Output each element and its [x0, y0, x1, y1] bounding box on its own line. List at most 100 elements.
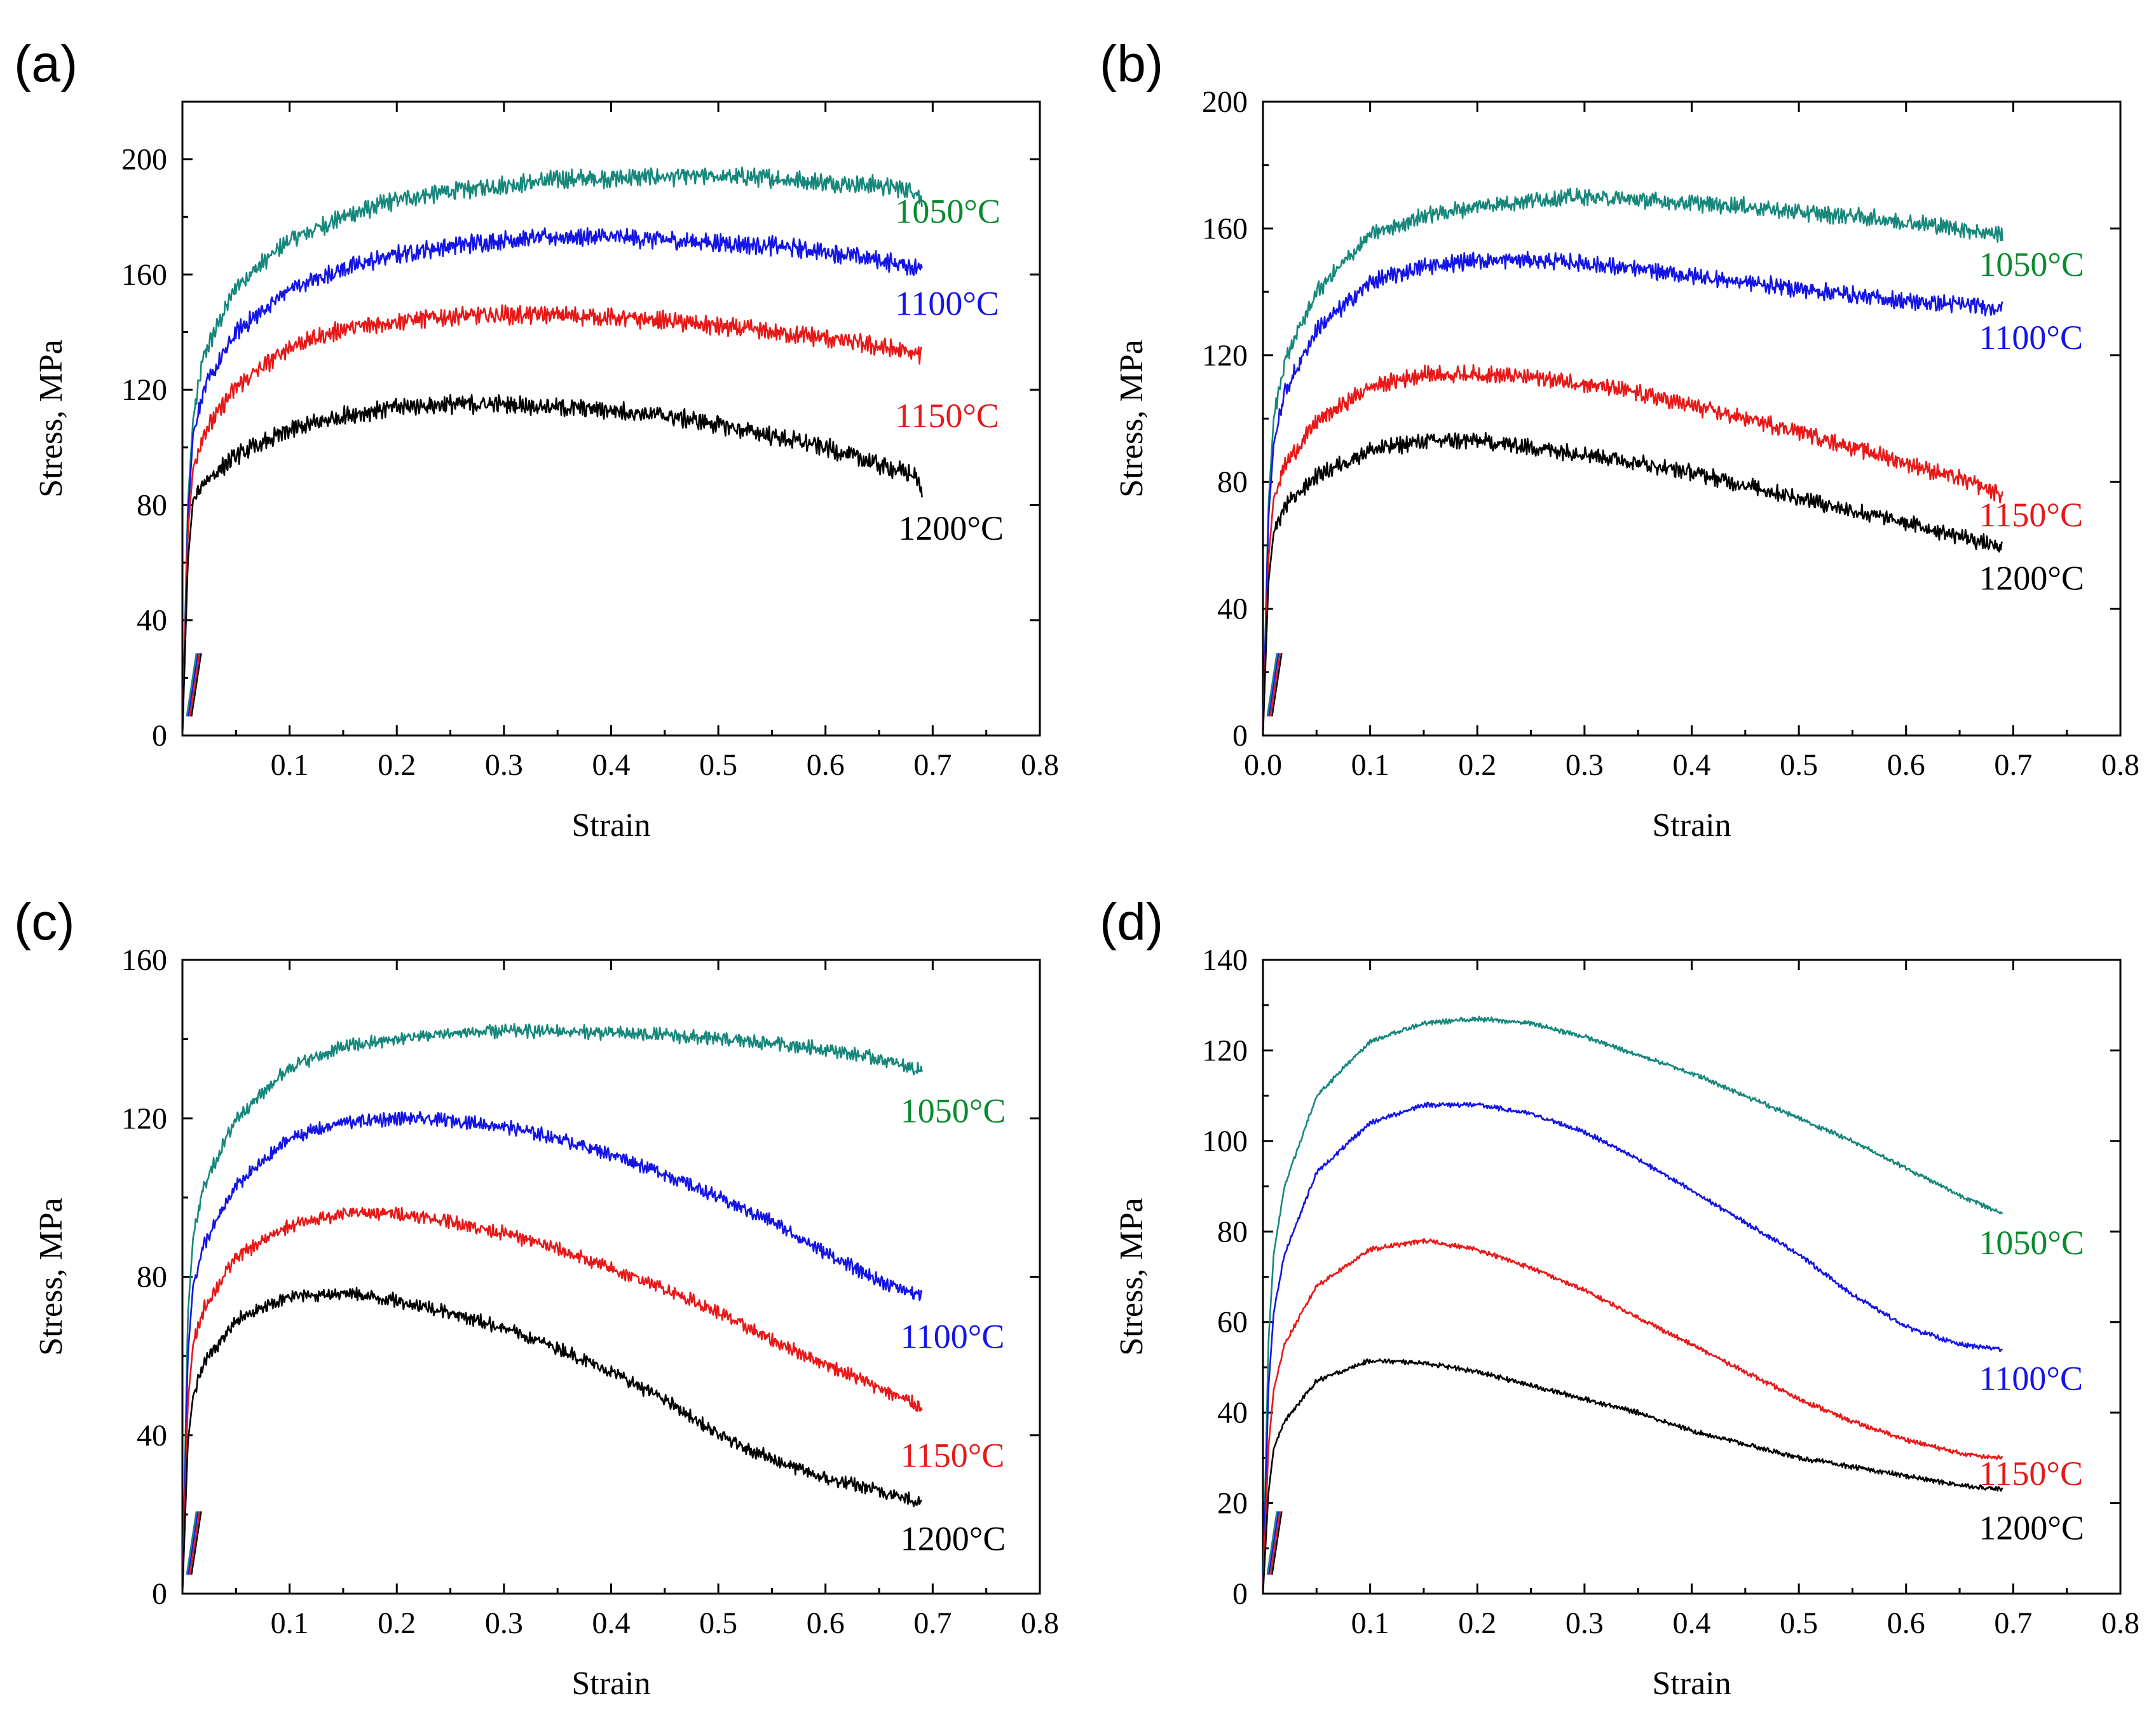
- series-label-1050: 1050°C: [901, 1091, 1006, 1130]
- x-tick-label: 0.2: [1458, 748, 1496, 782]
- y-tick-label: 120: [121, 373, 167, 407]
- y-tick-label: 80: [1217, 465, 1248, 499]
- series-line-1150: [181, 304, 923, 736]
- y-tick-label: 0: [152, 1577, 167, 1611]
- initial-segment-1050: [186, 653, 198, 717]
- x-tick-label: 0.2: [1458, 1606, 1496, 1640]
- y-axis-title: Stress, MPa: [33, 339, 69, 497]
- initial-segment-1200: [191, 653, 202, 717]
- initial-segment-1150: [189, 1511, 201, 1575]
- initial-segment-1200: [1271, 653, 1283, 717]
- panel-letter: (b): [1100, 35, 1163, 93]
- series-label-1150: 1150°C: [1979, 496, 2083, 534]
- panel-a: (a) 0.1 0.2 0.3 0.4 0.5 0.6 0.7 0.8 0 40 80 120 160 20…: [14, 35, 1059, 844]
- y-axis-title: Stress, MPa: [33, 1198, 69, 1355]
- x-axis-title: Strain: [1652, 807, 1731, 844]
- x-tick-label: 0.5: [1780, 1606, 1818, 1640]
- y-tick-label: 40: [137, 1419, 167, 1453]
- plot-frame: [1262, 959, 2122, 1595]
- series-label-1150: 1150°C: [895, 397, 999, 435]
- y-axis-title: Stress, MPa: [1114, 339, 1150, 497]
- series-line-1200: [181, 1287, 923, 1594]
- y-tick-label: 140: [1202, 943, 1248, 977]
- x-tick-label: 0.8: [1021, 748, 1059, 782]
- series-line-1150: [1262, 1238, 2003, 1594]
- initial-segment-1150: [189, 653, 201, 717]
- initial-segment-1200: [191, 1511, 202, 1575]
- x-axis-title: Strain: [571, 807, 650, 844]
- y-tick-label: 120: [1202, 339, 1248, 373]
- series-line-1150: [181, 1207, 923, 1594]
- x-tick-label: 0.7: [913, 748, 952, 782]
- initial-segment-1100: [1268, 653, 1279, 717]
- panel-d: (d) 0.1 0.2 0.3 0.4 0.5 0.6 0.7 0.8 0 20 40 60 80 100 1…: [1100, 893, 2139, 1702]
- initial-segment-1150: [1269, 653, 1281, 717]
- series-label-1150: 1150°C: [901, 1437, 1005, 1475]
- y-tick-label: 0: [1232, 1577, 1248, 1611]
- y-tick-label: 160: [121, 943, 167, 977]
- y-tick-label: 200: [1202, 85, 1248, 119]
- x-tick-label: 0.3: [1566, 1606, 1604, 1640]
- x-tick-label: 0.1: [1351, 1606, 1389, 1640]
- series-line-1200: [1262, 432, 2003, 736]
- y-tick-label: 60: [1217, 1306, 1248, 1339]
- y-tick-label: 120: [1202, 1034, 1248, 1067]
- series-label-1200: 1200°C: [1979, 1509, 2084, 1547]
- x-tick-label: 0.4: [592, 1606, 631, 1640]
- x-tick-label: 0.3: [485, 1606, 523, 1640]
- series-label-1150: 1150°C: [1979, 1454, 2083, 1493]
- y-tick-label: 200: [121, 143, 167, 177]
- initial-segment-1050: [1266, 653, 1278, 717]
- y-tick-label: 40: [1217, 1396, 1248, 1430]
- initial-segment-1200: [1271, 1511, 1283, 1575]
- x-tick-label: 0.5: [699, 1606, 737, 1640]
- x-tick-label: 0.7: [1994, 1606, 2032, 1640]
- series-label-1050: 1050°C: [1979, 245, 2084, 284]
- x-tick-label: 0.4: [1673, 1606, 1711, 1640]
- y-tick-label: 100: [1202, 1125, 1248, 1158]
- y-axis-title: Stress, MPa: [1114, 1198, 1150, 1355]
- x-tick-label: 0.6: [1887, 1606, 1925, 1640]
- y-tick-label: 120: [121, 1102, 167, 1135]
- panel-letter: (c): [14, 893, 75, 951]
- y-tick-label: 0: [1232, 719, 1248, 753]
- x-axis-title: Strain: [571, 1666, 650, 1702]
- series-line-1150: [1262, 364, 2003, 736]
- x-tick-label: 0.1: [271, 748, 309, 782]
- x-tick-label: 0.5: [1780, 748, 1818, 782]
- x-tick-label: 0.5: [699, 748, 737, 782]
- y-tick-label: 40: [1217, 592, 1248, 626]
- series-label-1100: 1100°C: [1979, 1360, 2083, 1398]
- x-tick-label: 0.7: [913, 1606, 952, 1640]
- panel-letter: (a): [14, 35, 78, 93]
- y-tick-label: 20: [1217, 1487, 1248, 1521]
- x-tick-label: 0.0: [1244, 748, 1282, 782]
- series-line-1050: [1262, 188, 2003, 736]
- y-tick-label: 80: [137, 1261, 167, 1294]
- x-tick-label: 0.8: [2101, 748, 2139, 782]
- series-label-1200: 1200°C: [898, 509, 1004, 547]
- y-tick-label: 160: [1202, 212, 1248, 245]
- x-tick-label: 0.4: [592, 748, 631, 782]
- y-tick-label: 40: [137, 604, 167, 638]
- series-label-1100: 1100°C: [1979, 318, 2083, 357]
- x-tick-label: 0.4: [1673, 748, 1711, 782]
- series-line-1100: [181, 227, 923, 736]
- series-label-1200: 1200°C: [1979, 559, 2084, 598]
- series-line-1200: [181, 393, 923, 736]
- series-line-1100: [1262, 250, 2003, 736]
- x-tick-label: 0.6: [1887, 748, 1925, 782]
- x-axis-title: Strain: [1652, 1666, 1731, 1702]
- series-label-1100: 1100°C: [895, 284, 999, 322]
- series-label-1050: 1050°C: [895, 192, 1000, 230]
- initial-segment-1050: [186, 1511, 198, 1575]
- x-tick-label: 0.6: [807, 1606, 845, 1640]
- panel-b: (b) 0.0 0.1 0.2 0.3 0.4 0.5 0.6 0.7 0.8 0 40 80 120 16…: [1100, 35, 2139, 844]
- series-line-1100: [181, 1111, 923, 1594]
- y-tick-label: 0: [152, 719, 167, 753]
- x-tick-label: 0.1: [1351, 748, 1389, 782]
- series-line-1200: [1262, 1358, 2003, 1594]
- x-tick-label: 0.1: [271, 1606, 309, 1640]
- y-tick-label: 80: [1217, 1215, 1248, 1248]
